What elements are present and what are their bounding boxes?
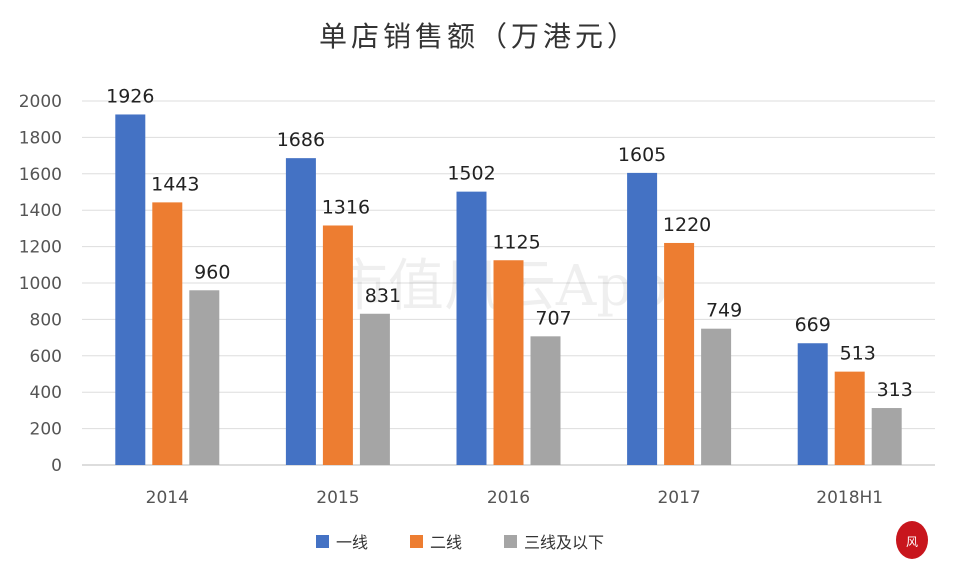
legend-label: 一线 (336, 533, 368, 552)
data-label: 749 (706, 300, 742, 322)
data-label: 1502 (447, 163, 495, 185)
bar (871, 408, 902, 465)
data-label: 1220 (663, 214, 711, 236)
y-tick-label: 1000 (19, 274, 62, 294)
x-tick-label: 2014 (146, 488, 189, 508)
legend-label: 三线及以下 (524, 533, 604, 552)
bar (493, 260, 524, 465)
bar (456, 191, 487, 466)
legend-label: 二线 (430, 533, 462, 552)
chart-title: 单店销售额（万港元） (319, 20, 639, 53)
bar (530, 336, 561, 465)
bar (701, 328, 732, 465)
logo-seal: 风 (896, 521, 928, 559)
y-tick-label: 0 (51, 456, 62, 476)
legend-swatch (410, 535, 423, 548)
data-label: 1443 (151, 173, 199, 195)
y-tick-label: 400 (30, 383, 62, 403)
y-tick-label: 1200 (19, 238, 62, 258)
data-label: 707 (535, 307, 571, 329)
bars: 1926 1443 960 1686 1316 831 1502 1125 707 1605 122… (106, 85, 913, 466)
data-label: 831 (365, 285, 401, 307)
y-tick-label: 800 (30, 310, 62, 330)
legend: 一线 二线 三线及以下 (316, 533, 604, 552)
bar (285, 158, 316, 465)
bar (834, 371, 865, 465)
data-label: 513 (840, 343, 876, 365)
bar (664, 242, 695, 465)
y-tick-label: 1400 (19, 201, 62, 221)
y-tick-label: 1800 (19, 128, 62, 148)
data-label: 960 (194, 261, 230, 283)
y-tick-label: 2000 (19, 92, 62, 112)
data-label: 1125 (492, 231, 540, 253)
y-tick-label: 600 (30, 347, 62, 367)
bar (152, 202, 183, 465)
data-label: 669 (795, 314, 831, 336)
legend-swatch (504, 535, 517, 548)
y-tick-label: 200 (30, 420, 62, 440)
svg-text:风: 风 (906, 535, 918, 549)
bar (627, 172, 658, 465)
x-axis: 2014 2015 2016 2017 2018H1 (146, 488, 883, 508)
data-label: 1926 (106, 85, 154, 107)
y-tick-label: 1600 (19, 165, 62, 185)
x-tick-label: 2018H1 (816, 488, 883, 508)
data-label: 313 (877, 379, 913, 401)
legend-swatch (316, 535, 329, 548)
bar (115, 114, 146, 465)
bar (322, 225, 353, 465)
data-label: 1316 (322, 196, 370, 218)
x-tick-label: 2015 (316, 488, 359, 508)
bar (359, 313, 390, 465)
bar (189, 290, 220, 465)
x-tick-label: 2017 (657, 488, 700, 508)
y-axis: 0 200 400 600 800 1000 1200 1400 1600 1800 2000 (19, 92, 62, 476)
data-label: 1686 (277, 129, 325, 151)
data-label: 1605 (618, 144, 666, 166)
bar (797, 343, 828, 465)
x-tick-label: 2016 (487, 488, 530, 508)
